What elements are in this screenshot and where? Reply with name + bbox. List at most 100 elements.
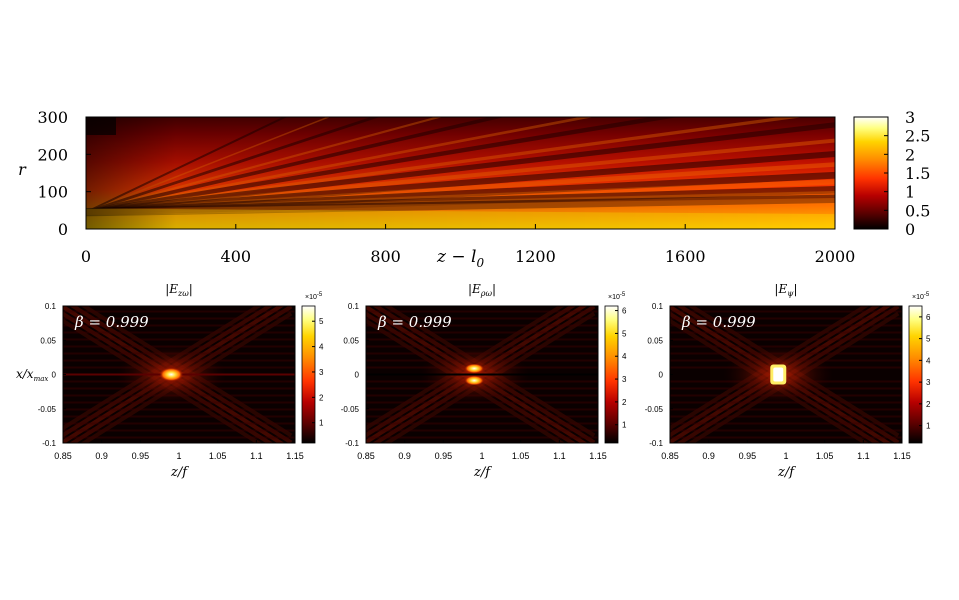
top-colorbar-label: 2 [905, 145, 915, 164]
panel-xtick-label: 1.1 [250, 451, 263, 461]
panel-xtick-label: 1.15 [286, 451, 304, 461]
panel-xtick-label: 1.1 [553, 451, 566, 461]
panel-xlabel: z/f [777, 465, 796, 480]
panel-colorbar-label: 4 [622, 352, 627, 361]
panel-ytick-label: 0.1 [348, 302, 360, 311]
panel-colorbar-label: 3 [319, 368, 324, 377]
panel-colorbar-label: 5 [319, 317, 324, 326]
panel-xtick-label: 0.95 [739, 451, 757, 461]
top-ytick-label: 0 [58, 220, 68, 239]
panel-annotation: β = 0.999 [377, 313, 452, 331]
panel-xlabel: z/f [473, 465, 492, 480]
panel-ytick-label: 0 [659, 371, 664, 380]
top-colorbar: 00.511.522.53 [853, 108, 930, 239]
panel-ytick-label: 0.05 [40, 336, 56, 345]
top-xtick-label: 1200 [515, 247, 556, 266]
panel-xtick-label: 0.85 [357, 451, 375, 461]
panel-ytick-label: 0.05 [647, 336, 663, 345]
top-xtick-label: 800 [370, 247, 401, 266]
panel-xtick-label: 0.9 [95, 451, 108, 461]
top-plot-frame [85, 116, 836, 230]
panel-2: 0.85 0.9 0.95 1 1.05 1.1 1.15 -0.1 -0.05 0 0.05 0.1… [341, 282, 627, 480]
top-colorbar-label: 0 [905, 220, 915, 239]
panel-colorbar-exponent: ×10-5 [305, 292, 323, 301]
panel-ytick-label: -0.1 [649, 439, 663, 448]
top-colorbar-label: 3 [905, 108, 915, 127]
top-colorbar-label: 1 [905, 183, 915, 202]
panel-xtick-label: 1 [479, 451, 484, 461]
top-xtick-label: 2000 [815, 247, 856, 266]
panel-ytick-label: -0.05 [38, 405, 57, 414]
panel-heatmap [670, 306, 902, 443]
panel-colorbar-label: 3 [622, 375, 627, 384]
panel-heatmap [366, 306, 598, 443]
panel-1: 0.85 0.9 0.95 1 1.05 1.1 1.15 -0.1 -0.05 0 0.05 0.1… [16, 282, 324, 480]
top-xtick-label: 400 [221, 247, 252, 266]
panel-xtick-label: 1 [783, 451, 788, 461]
top-ytick-label: 300 [37, 108, 68, 127]
panel-3: 0.85 0.9 0.95 1 1.05 1.1 1.15 -0.1 -0.05 0 0.05 0.1… [645, 282, 931, 480]
panel-colorbar-label: 3 [926, 378, 931, 387]
focal-spot-upper [464, 363, 485, 374]
panel-xtick-label: 1 [176, 451, 181, 461]
panel-colorbar-label: 5 [926, 335, 931, 344]
panel-xtick-label: 1.05 [209, 451, 227, 461]
panel-ytick-label: 0.05 [343, 336, 359, 345]
top-ytick-label: 100 [37, 183, 68, 202]
panel-colorbar-label: 4 [319, 343, 324, 352]
panel-colorbar-label: 1 [622, 421, 627, 430]
panel-xtick-label: 0.85 [661, 451, 679, 461]
panel-colorbar [604, 305, 619, 444]
panel-colorbar-label: 6 [622, 307, 627, 316]
focal-spot [159, 367, 184, 382]
panel-ytick-label: -0.05 [645, 405, 664, 414]
panel-ytick-label: -0.1 [345, 439, 359, 448]
panel-colorbar-label: 1 [926, 422, 931, 431]
panel-colorbar-label: 2 [622, 398, 627, 407]
top-xtick-label: 1600 [665, 247, 706, 266]
panel-xtick-label: 1.1 [857, 451, 870, 461]
panel-xtick-label: 0.9 [702, 451, 715, 461]
panel-title: |Eρω| [468, 282, 496, 298]
focal-spot-core [773, 367, 784, 382]
top-colorbar-scale [853, 116, 889, 230]
top-heatmap [86, 117, 835, 229]
panel-ytick-label: 0.1 [45, 302, 57, 311]
bottom-panels: 0.85 0.9 0.95 1 1.05 1.1 1.15-0.1-0.0500.050.1… [16, 282, 931, 480]
top-axes: 0 400 800 1200 1600 2000 0 100 200 300 [37, 108, 855, 266]
focal-spot-lower [464, 375, 485, 386]
panel-xtick-label: 0.95 [132, 451, 150, 461]
panel-ytick-label: -0.1 [42, 439, 56, 448]
top-xtick-label: 0 [81, 247, 91, 266]
top-xlabel: z − l0 [436, 247, 484, 270]
panel-colorbar-label: 2 [926, 400, 931, 409]
top-colorbar-label: 1.5 [905, 164, 930, 183]
panel-colorbar [301, 305, 316, 444]
panel-colorbar-exponent: ×10-5 [608, 292, 626, 301]
panel-xtick-label: 0.85 [54, 451, 72, 461]
panel-annotation: β = 0.999 [74, 313, 149, 331]
top-ytick-label: 200 [37, 145, 68, 164]
panel-colorbar-label: 4 [926, 356, 931, 365]
panel-ytick-label: 0 [355, 371, 360, 380]
top-colorbar-label: 0.5 [905, 201, 930, 220]
top-colorbar-label: 2.5 [905, 127, 930, 146]
panel-ylabel: x/xmax [16, 367, 48, 383]
panel-xtick-label: 1.05 [816, 451, 834, 461]
panel-colorbar [908, 305, 923, 444]
panel-colorbar-exponent: ×10-5 [912, 292, 930, 301]
panel-xlabel: z/f [170, 465, 189, 480]
panel-xtick-label: 1.05 [512, 451, 530, 461]
panel-colorbar-label: 1 [319, 419, 324, 428]
panel-colorbar-label: 2 [319, 393, 324, 402]
panel-title: |Ezω| [165, 282, 193, 298]
panel-colorbar-label: 6 [926, 313, 931, 322]
panel-colorbar-label: 5 [622, 329, 627, 338]
panel-title: |Eψ| [774, 282, 797, 298]
panel-ytick-label: -0.05 [341, 405, 360, 414]
panel-xtick-label: 1.15 [893, 451, 911, 461]
panel-xtick-label: 0.95 [435, 451, 453, 461]
top-heatmap-rays [86, 117, 835, 229]
panel-heatmap [63, 306, 295, 443]
